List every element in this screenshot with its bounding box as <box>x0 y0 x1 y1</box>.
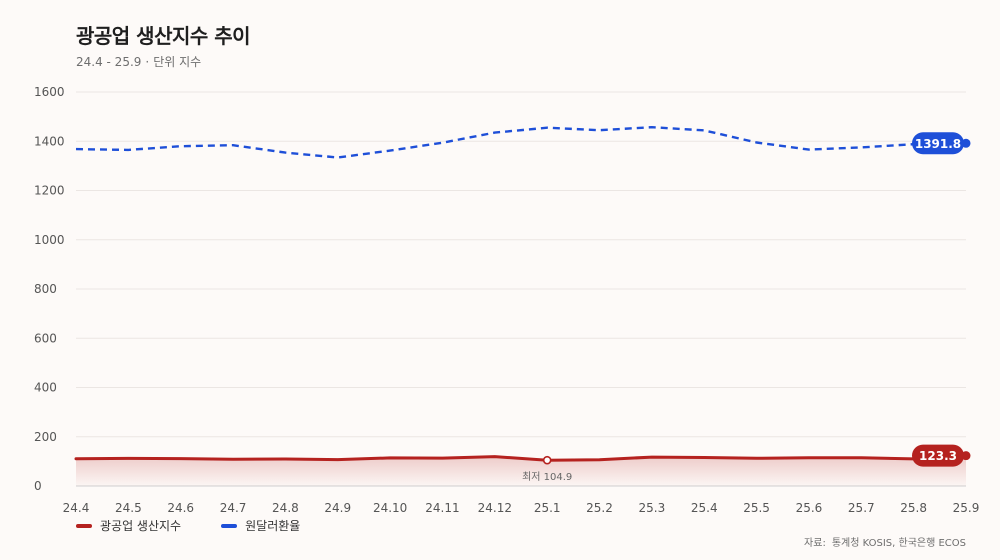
x-tick-label: 25.5 <box>743 501 770 515</box>
legend-item-exchange-rate: 원달러환율 <box>221 517 300 534</box>
exchange-rate-end-badge <box>912 132 964 155</box>
y-tick-label: 600 <box>34 331 57 345</box>
y-tick-label: 1400 <box>34 134 65 148</box>
x-tick-label: 24.7 <box>220 501 247 515</box>
x-tick-label: 24.12 <box>478 501 512 515</box>
min-point-marker <box>542 455 552 465</box>
production-end-badge <box>912 444 964 467</box>
x-tick-label: 24.9 <box>324 501 351 515</box>
x-tick-label: 25.4 <box>691 501 718 515</box>
chart-subtitle: 24.4 - 25.9 · 단위 지수 <box>76 53 201 70</box>
x-tick-label: 25.3 <box>639 501 666 515</box>
source-note: 자료: 통계청 KOSIS, 한국은행 ECOS <box>804 534 966 549</box>
legend-label-production: 광공업 생산지수 <box>100 519 182 533</box>
x-tick-label: 25.7 <box>848 501 875 515</box>
x-tick-label: 25.1 <box>534 501 561 515</box>
x-tick-label: 25.9 <box>953 501 980 515</box>
x-tick-label: 25.2 <box>586 501 613 515</box>
production-end-label: 123.3 <box>919 449 957 463</box>
y-tick-label: 1000 <box>34 233 65 247</box>
y-tick-label: 1600 <box>34 85 65 99</box>
y-tick-label: 800 <box>34 282 57 296</box>
production-area <box>76 455 966 486</box>
legend-swatch-exchange-rate <box>221 523 238 528</box>
legend: 광공업 생산지수 원달러환율 <box>76 517 300 534</box>
x-tick-label: 24.4 <box>63 501 90 515</box>
x-tick-label: 24.5 <box>115 501 142 515</box>
series-layer <box>74 126 968 486</box>
legend-item-production: 광공업 생산지수 <box>76 517 181 534</box>
exchange-rate-series-line <box>75 126 967 159</box>
subtitle-period: 24.4 - 25.9 <box>76 55 142 69</box>
x-tick-label: 24.8 <box>272 501 299 515</box>
x-tick-label: 24.10 <box>373 501 407 515</box>
exchange-rate-end-label: 1391.8 <box>915 137 961 151</box>
production-series-line <box>74 454 968 462</box>
subtitle-unit: 단위 지수 <box>153 55 202 69</box>
source-providers: 통계청 KOSIS, 한국은행 ECOS <box>831 538 966 549</box>
y-axis: 0 200 400 600 800 1000 1200 1400 1600 <box>34 85 65 493</box>
x-axis: 24.4 24.5 24.6 24.7 24.8 24.9 24.10 24.11 24.12 2… <box>63 501 980 515</box>
y-tick-label: 0 <box>34 479 42 493</box>
x-tick-label: 25.6 <box>796 501 823 515</box>
y-tick-label: 400 <box>34 381 57 395</box>
labels-layer: 최저 104.9 1391.8 123.3 <box>522 132 971 483</box>
x-tick-label: 24.6 <box>167 501 194 515</box>
y-tick-label: 200 <box>34 430 57 444</box>
x-tick-label: 24.11 <box>425 501 459 515</box>
legend-label-exchange-rate: 원달러환율 <box>245 519 301 533</box>
subtitle-separator: · <box>145 55 150 69</box>
x-tick-label: 25.8 <box>900 501 927 515</box>
chart-title: 광공업 생산지수 추이 <box>76 24 251 48</box>
legend-swatch-production <box>76 523 92 528</box>
y-tick-label: 1200 <box>34 184 65 198</box>
source-label: 자료: <box>804 538 826 549</box>
gridlines <box>76 91 966 487</box>
min-annotation-label: 최저 104.9 <box>522 471 572 483</box>
